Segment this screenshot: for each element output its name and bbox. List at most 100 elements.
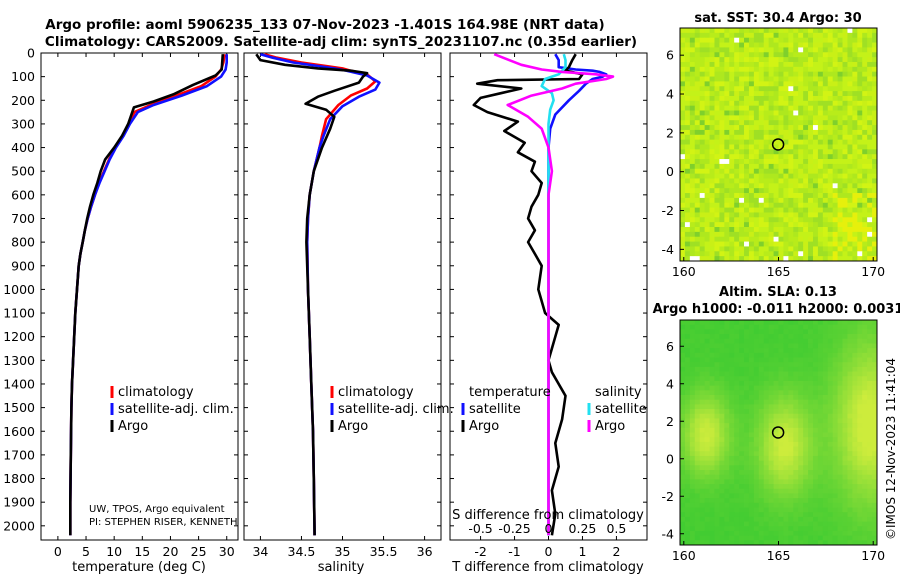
heatmap-cell	[783, 535, 789, 541]
heatmap-cell	[793, 498, 799, 504]
heatmap-cell	[788, 61, 794, 68]
heatmap-cell	[783, 371, 789, 377]
heatmap-cell	[768, 385, 774, 391]
heatmap-cell	[763, 446, 770, 452]
heatmap-cell	[803, 348, 809, 354]
heatmap-cell	[729, 385, 735, 391]
heatmap-cell	[719, 484, 725, 490]
heatmap-cell	[872, 193, 878, 199]
heatmap-cell	[812, 32, 819, 39]
heatmap-cell	[694, 246, 701, 252]
heatmap-cell	[867, 105, 873, 111]
heatmap-cell	[729, 498, 735, 504]
heatmap-cell	[803, 163, 809, 170]
heatmap-cell	[842, 32, 848, 39]
heatmap-cell	[680, 423, 686, 429]
heatmap-cell	[709, 404, 715, 410]
heatmap-cell	[793, 217, 799, 223]
x-tick-label: 36	[417, 544, 433, 559]
heatmap-cell	[837, 52, 843, 58]
heatmap-cell	[837, 251, 843, 257]
heatmap-cell	[793, 246, 799, 252]
heatmap-cell	[709, 66, 715, 73]
heatmap-cell	[709, 362, 715, 368]
heatmap-cell	[744, 212, 750, 218]
heatmap-cell	[758, 134, 765, 141]
heatmap-cell	[798, 197, 804, 204]
heatmap-cell	[837, 236, 843, 242]
heatmap-cell	[714, 507, 720, 513]
heatmap-cell	[748, 256, 755, 262]
heatmap-cell	[748, 183, 755, 189]
heatmap-cell	[793, 427, 799, 433]
heatmap-cell	[753, 134, 760, 141]
heatmap-cell	[709, 134, 715, 141]
heatmap-cell	[793, 222, 799, 228]
heatmap-cell	[808, 47, 814, 53]
heatmap-cell	[822, 484, 829, 490]
heatmap-cell	[773, 362, 779, 368]
heatmap-cell	[803, 207, 809, 213]
heatmap-cell	[862, 395, 868, 401]
heatmap-cell	[852, 352, 858, 358]
heatmap-cell	[803, 479, 809, 485]
heatmap-cell	[748, 115, 755, 121]
heatmap-cell	[719, 251, 725, 257]
heatmap-cell	[704, 241, 710, 247]
heatmap-cell	[867, 334, 873, 340]
heatmap-cell	[763, 66, 770, 73]
heatmap-cell	[684, 183, 691, 189]
heatmap-cell	[773, 207, 779, 213]
heatmap-cell	[822, 125, 829, 131]
heatmap-cell	[798, 81, 804, 87]
heatmap-cell	[808, 125, 814, 131]
heatmap-cell	[808, 395, 814, 401]
heatmap-cell	[680, 66, 686, 73]
heatmap-cell	[798, 256, 804, 262]
heatmap-cell	[832, 357, 838, 363]
heatmap-cell	[808, 129, 814, 136]
heatmap-cell	[758, 418, 765, 424]
heatmap-cell	[709, 432, 715, 438]
heatmap-cell	[817, 42, 824, 48]
heatmap-cell	[783, 251, 789, 257]
heatmap-cell	[694, 423, 701, 429]
heatmap-cell	[798, 91, 804, 97]
heatmap-cell	[837, 418, 843, 424]
heatmap-cell	[734, 446, 740, 452]
heatmap-cell	[793, 163, 799, 170]
heatmap-cell	[788, 521, 794, 527]
heatmap-cell	[724, 76, 730, 82]
heatmap-cell	[734, 427, 740, 433]
heatmap-cell	[753, 251, 760, 257]
heatmap-cell	[753, 385, 760, 391]
legend-argo-label: Argo	[118, 419, 148, 434]
heatmap-cell	[827, 366, 834, 372]
heatmap-cell	[709, 154, 715, 160]
heatmap-cell	[689, 110, 696, 116]
heatmap-cell	[788, 120, 794, 126]
heatmap-cell	[808, 366, 814, 372]
heatmap-cell	[709, 110, 715, 116]
series-line-satellite-adj-clim-	[260, 52, 381, 536]
heatmap-cell	[739, 212, 745, 218]
heatmap-cell	[798, 479, 804, 485]
heatmap-cell	[803, 343, 809, 349]
heatmap-cell	[714, 241, 720, 247]
heatmap-cell	[857, 168, 863, 175]
heatmap-cell	[798, 47, 804, 53]
heatmap-cell	[694, 380, 701, 387]
heatmap-cell	[788, 241, 794, 247]
heatmap-cell	[694, 149, 701, 155]
heatmap-cell	[699, 71, 706, 77]
heatmap-cell	[724, 183, 730, 189]
heatmap-cell	[798, 134, 804, 141]
heatmap-cell	[793, 399, 799, 405]
heatmap-cell	[704, 251, 710, 257]
heatmap-cell	[812, 37, 819, 43]
heatmap-cell	[822, 380, 829, 387]
heatmap-cell	[758, 100, 765, 107]
heatmap-cell	[739, 173, 745, 179]
heatmap-cell	[808, 42, 814, 48]
